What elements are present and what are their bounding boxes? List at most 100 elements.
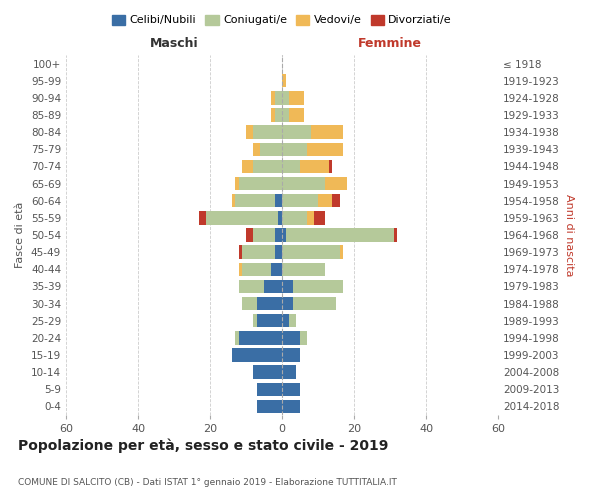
- Bar: [257, 400, 282, 413]
- Bar: [282, 126, 343, 139]
- Bar: [257, 382, 282, 396]
- Bar: [282, 348, 300, 362]
- Bar: [257, 297, 282, 310]
- Bar: [282, 246, 343, 259]
- Bar: [282, 400, 300, 413]
- Bar: [257, 400, 282, 413]
- Bar: [253, 366, 282, 379]
- Bar: [282, 91, 304, 104]
- Bar: [282, 228, 286, 241]
- Bar: [235, 331, 282, 344]
- Bar: [282, 400, 300, 413]
- Bar: [242, 160, 282, 173]
- Bar: [282, 262, 325, 276]
- Bar: [232, 348, 282, 362]
- Bar: [239, 331, 282, 344]
- Bar: [282, 246, 340, 259]
- Bar: [282, 382, 300, 396]
- Bar: [282, 126, 343, 139]
- Bar: [242, 262, 282, 276]
- Bar: [282, 160, 329, 173]
- Bar: [275, 246, 282, 259]
- Bar: [271, 91, 282, 104]
- Bar: [232, 348, 282, 362]
- Bar: [282, 314, 296, 328]
- Bar: [232, 348, 282, 362]
- Bar: [239, 280, 282, 293]
- Bar: [257, 382, 282, 396]
- Bar: [239, 246, 282, 259]
- Bar: [282, 194, 340, 207]
- Bar: [253, 366, 282, 379]
- Bar: [242, 160, 282, 173]
- Bar: [282, 297, 293, 310]
- Bar: [271, 108, 282, 122]
- Bar: [253, 126, 282, 139]
- Bar: [282, 246, 343, 259]
- Bar: [257, 400, 282, 413]
- Bar: [282, 348, 300, 362]
- Bar: [282, 297, 336, 310]
- Bar: [239, 262, 282, 276]
- Bar: [242, 297, 282, 310]
- Bar: [282, 228, 397, 241]
- Bar: [282, 314, 289, 328]
- Bar: [282, 194, 318, 207]
- Bar: [264, 280, 282, 293]
- Bar: [282, 280, 343, 293]
- Bar: [275, 228, 282, 241]
- Bar: [282, 331, 307, 344]
- Bar: [271, 108, 282, 122]
- Bar: [282, 280, 343, 293]
- Text: Femmine: Femmine: [358, 37, 422, 50]
- Bar: [282, 400, 300, 413]
- Bar: [253, 160, 282, 173]
- Bar: [282, 297, 336, 310]
- Bar: [282, 160, 332, 173]
- Bar: [282, 348, 300, 362]
- Bar: [235, 194, 282, 207]
- Bar: [260, 142, 282, 156]
- Bar: [282, 194, 332, 207]
- Text: Maschi: Maschi: [149, 37, 199, 50]
- Bar: [242, 297, 282, 310]
- Bar: [282, 108, 304, 122]
- Bar: [282, 211, 314, 224]
- Bar: [242, 246, 282, 259]
- Bar: [282, 74, 286, 88]
- Bar: [253, 228, 282, 241]
- Bar: [253, 366, 282, 379]
- Y-axis label: Fasce di età: Fasce di età: [16, 202, 25, 268]
- Bar: [239, 280, 282, 293]
- Bar: [206, 211, 282, 224]
- Bar: [235, 177, 282, 190]
- Bar: [257, 314, 282, 328]
- Bar: [232, 348, 282, 362]
- Bar: [239, 177, 282, 190]
- Bar: [282, 280, 293, 293]
- Bar: [282, 262, 325, 276]
- Bar: [282, 331, 307, 344]
- Bar: [282, 382, 300, 396]
- Bar: [282, 262, 325, 276]
- Bar: [246, 126, 282, 139]
- Bar: [282, 142, 343, 156]
- Text: COMUNE DI SALCITO (CB) - Dati ISTAT 1° gennaio 2019 - Elaborazione TUTTITALIA.IT: COMUNE DI SALCITO (CB) - Dati ISTAT 1° g…: [18, 478, 397, 487]
- Bar: [257, 382, 282, 396]
- Bar: [246, 228, 282, 241]
- Bar: [253, 142, 282, 156]
- Bar: [282, 297, 336, 310]
- Bar: [282, 91, 304, 104]
- Bar: [239, 262, 282, 276]
- Bar: [232, 194, 282, 207]
- Bar: [282, 177, 347, 190]
- Bar: [282, 331, 300, 344]
- Bar: [282, 366, 296, 379]
- Bar: [282, 108, 289, 122]
- Bar: [282, 366, 296, 379]
- Bar: [253, 314, 282, 328]
- Bar: [282, 280, 343, 293]
- Bar: [257, 382, 282, 396]
- Bar: [275, 91, 282, 104]
- Bar: [282, 177, 325, 190]
